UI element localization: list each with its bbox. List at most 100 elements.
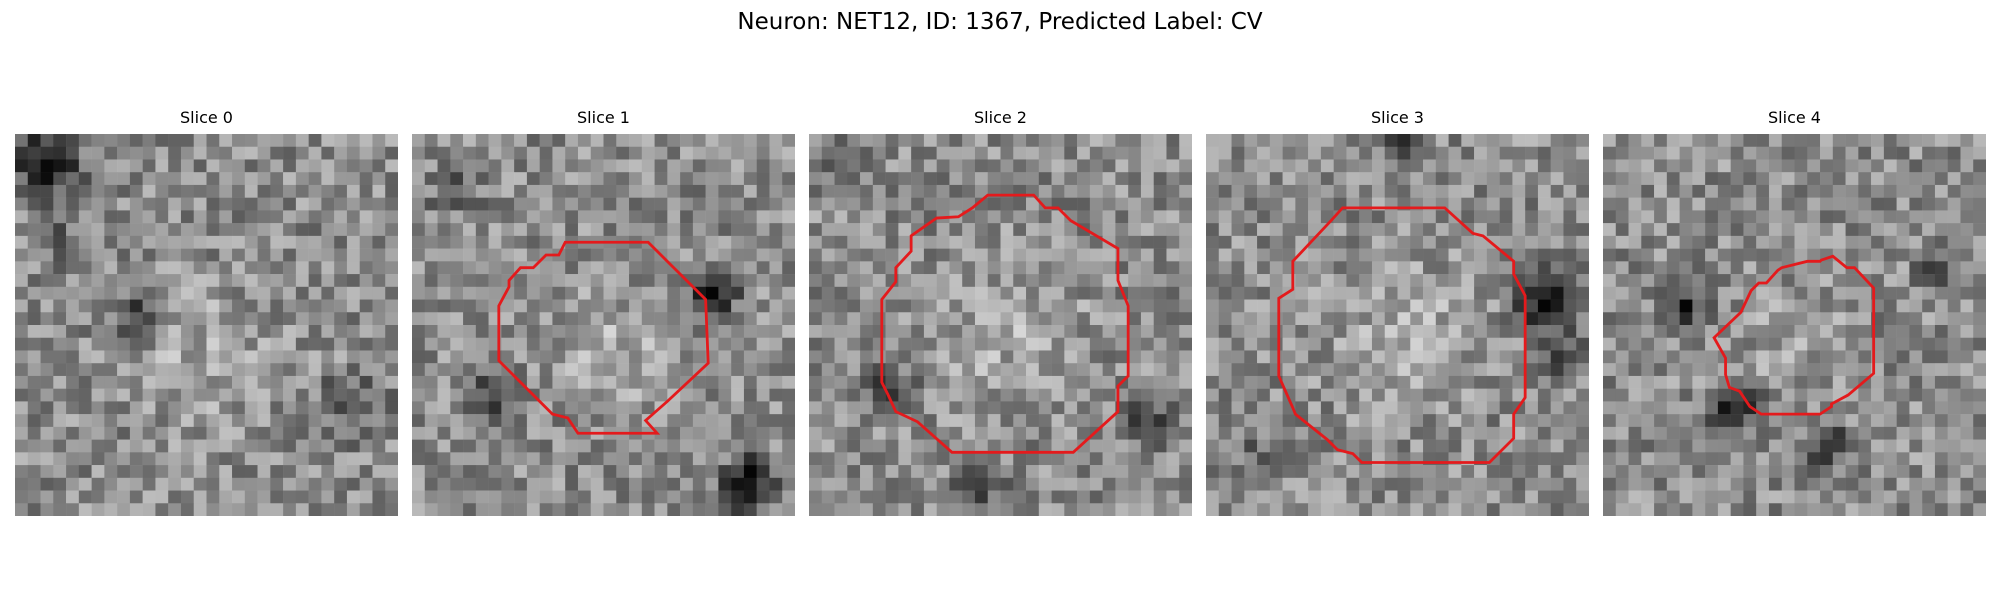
image-pixel: [1435, 184, 1449, 198]
image-pixel: [1641, 363, 1655, 377]
image-pixel: [346, 350, 360, 364]
image-pixel: [488, 134, 502, 147]
image-pixel: [91, 210, 105, 224]
image-pixel: [1077, 426, 1091, 440]
image-pixel: [1794, 210, 1808, 224]
image-pixel: [1026, 465, 1040, 479]
image-pixel: [1295, 312, 1309, 326]
image-pixel: [488, 146, 502, 160]
image-pixel: [641, 146, 655, 160]
image-pixel: [705, 184, 719, 198]
image-pixel: [488, 172, 502, 186]
image-pixel: [91, 325, 105, 338]
image-pixel: [885, 184, 899, 198]
image-pixel: [270, 503, 284, 516]
image-pixel: [1947, 452, 1961, 466]
image-pixel: [1359, 477, 1373, 491]
image-pixel: [1679, 235, 1693, 249]
image-pixel: [1179, 172, 1192, 186]
image-pixel: [1934, 235, 1948, 249]
image-pixel: [1448, 465, 1462, 479]
slice-title: Slice 3: [1371, 108, 1424, 127]
image-pixel: [577, 159, 591, 173]
image-pixel: [1871, 159, 1885, 173]
image-pixel: [1641, 452, 1655, 466]
image-pixel: [705, 439, 719, 453]
image-pixel: [962, 465, 976, 479]
image-pixel: [1257, 414, 1271, 428]
image-pixel: [987, 465, 1001, 479]
image-pixel: [1051, 184, 1065, 198]
image-pixel: [257, 223, 271, 237]
image-pixel: [1244, 490, 1258, 504]
image-pixel: [1820, 388, 1834, 402]
image-pixel: [168, 452, 182, 466]
image-pixel: [346, 465, 360, 479]
image-pixel: [629, 223, 643, 237]
image-pixel: [629, 312, 643, 326]
image-pixel: [654, 172, 668, 186]
image-pixel: [1909, 223, 1923, 237]
image-pixel: [718, 363, 732, 377]
image-pixel: [1934, 325, 1948, 338]
image-pixel: [1051, 426, 1065, 440]
image-pixel: [104, 299, 118, 313]
image-pixel: [219, 426, 233, 440]
image-pixel: [1743, 337, 1757, 351]
image-pixel: [616, 184, 630, 198]
image-pixel: [1000, 223, 1014, 237]
image-pixel: [219, 172, 233, 186]
image-pixel: [860, 274, 874, 288]
image-pixel: [463, 477, 477, 491]
image-pixel: [1410, 299, 1424, 313]
image-pixel: [616, 312, 630, 326]
image-pixel: [539, 197, 553, 211]
image-pixel: [1000, 274, 1014, 288]
image-pixel: [1282, 172, 1296, 186]
image-pixel: [232, 286, 246, 300]
image-pixel: [1359, 146, 1373, 160]
image-pixel: [424, 503, 438, 516]
image-pixel: [1435, 134, 1449, 147]
image-pixel: [1000, 134, 1014, 147]
image-pixel: [1537, 439, 1551, 453]
image-pixel: [1525, 426, 1539, 440]
image-pixel: [1179, 401, 1192, 415]
image-pixel: [1051, 261, 1065, 275]
image-pixel: [667, 363, 681, 377]
image-pixel: [1807, 159, 1821, 173]
image-pixel: [232, 414, 246, 428]
image-pixel: [1576, 350, 1589, 364]
image-pixel: [911, 426, 925, 440]
image-pixel: [1628, 465, 1642, 479]
image-pixel: [1089, 337, 1103, 351]
image-pixel: [1525, 325, 1539, 338]
image-pixel: [1845, 503, 1859, 516]
image-pixel: [834, 388, 848, 402]
image-pixel: [565, 312, 579, 326]
image-pixel: [1922, 235, 1936, 249]
image-pixel: [40, 210, 54, 224]
image-pixel: [346, 503, 360, 516]
image-pixel: [1423, 299, 1437, 313]
image-pixel: [104, 337, 118, 351]
image-pixel: [53, 414, 67, 428]
image-pixel: [1743, 146, 1757, 160]
image-pixel: [1692, 452, 1706, 466]
image-pixel: [1922, 210, 1936, 224]
image-pixel: [1679, 388, 1693, 402]
image-pixel: [641, 465, 655, 479]
image-pixel: [1858, 452, 1872, 466]
image-pixel: [1717, 503, 1731, 516]
image-pixel: [1269, 350, 1283, 364]
image-pixel: [257, 477, 271, 491]
image-pixel: [821, 235, 835, 249]
image-pixel: [1153, 490, 1167, 504]
image-pixel: [1448, 235, 1462, 249]
image-pixel: [1679, 299, 1693, 313]
image-pixel: [244, 159, 258, 173]
image-pixel: [1051, 452, 1065, 466]
image-pixel: [1603, 312, 1617, 326]
image-pixel: [1308, 235, 1322, 249]
image-pixel: [526, 210, 540, 224]
